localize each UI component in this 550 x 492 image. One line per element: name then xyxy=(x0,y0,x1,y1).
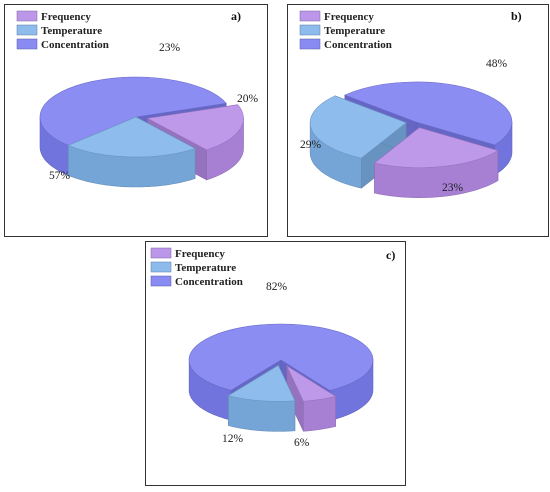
legend-label: Frequency xyxy=(41,11,91,23)
legend-label: Concentration xyxy=(324,39,392,51)
slice-top xyxy=(39,76,227,146)
legend-item-temperature: Temperature xyxy=(16,24,102,37)
panel-label: a) xyxy=(231,9,241,23)
legend-swatch xyxy=(150,261,172,273)
pie-slice-temperature xyxy=(309,95,407,189)
legend-item-frequency: Frequency xyxy=(299,10,374,23)
legend-swatch xyxy=(299,10,321,22)
slice-top xyxy=(146,104,244,151)
data-label-frequency: 6% xyxy=(294,437,310,449)
pie-chart-b: 23% 29% 48% Frequency Temperature Concentrati… xyxy=(299,9,522,198)
slice-top xyxy=(227,364,296,402)
data-label-temperature: 29% xyxy=(300,139,322,151)
pie-slice-temperature xyxy=(227,364,296,432)
data-label-concentration: 57% xyxy=(49,170,71,182)
legend-label: Frequency xyxy=(175,248,225,260)
slice-top xyxy=(188,323,374,391)
legend-swatch xyxy=(150,275,172,287)
pie-slice-temperature xyxy=(67,116,196,188)
slice-top xyxy=(344,81,513,146)
chart-panel-b: 23% 29% 48% Frequency Temperature Concentrati… xyxy=(287,4,549,237)
legend-swatch xyxy=(299,24,321,36)
legend-swatch xyxy=(150,247,172,259)
legend-label: Temperature xyxy=(41,25,102,37)
legend-item-frequency: Frequency xyxy=(16,10,91,23)
legend-item-temperature: Temperature xyxy=(299,24,385,37)
pie-slices xyxy=(39,76,244,188)
data-label-concentration: 48% xyxy=(486,58,508,70)
legend-swatch xyxy=(16,24,38,36)
legend-label: Concentration xyxy=(175,276,243,288)
legend-label: Concentration xyxy=(41,39,109,51)
slice-outer-wall xyxy=(303,395,336,432)
pie-slices xyxy=(188,323,374,432)
legend-swatch xyxy=(16,10,38,22)
legend: Frequency Temperature Concentration xyxy=(299,10,392,51)
panel-label: c) xyxy=(386,248,395,262)
slice-top xyxy=(309,95,407,159)
legend-swatch xyxy=(299,38,321,50)
legend-label: Temperature xyxy=(175,262,236,274)
pie-slice-frequency xyxy=(286,365,337,432)
legend: Frequency Temperature Concentration xyxy=(150,247,243,288)
data-label-frequency: 20% xyxy=(237,93,259,105)
legend-item-concentration: Concentration xyxy=(16,38,109,51)
data-label-temperature: 23% xyxy=(159,42,181,54)
pie-slices xyxy=(309,81,513,198)
data-label-temperature: 12% xyxy=(222,433,244,445)
legend-label: Temperature xyxy=(324,25,385,37)
slice-top xyxy=(373,127,499,168)
pie-chart-c: 6% 12% 82% Frequency Temperature Concentratio… xyxy=(150,247,395,449)
legend-item-temperature: Temperature xyxy=(150,261,236,274)
slice-top xyxy=(67,116,196,158)
legend: Frequency Temperature Concentration xyxy=(16,10,109,51)
panel-label: b) xyxy=(511,9,522,23)
legend-label: Frequency xyxy=(324,11,374,23)
data-label-concentration: 82% xyxy=(266,281,288,293)
legend-item-concentration: Concentration xyxy=(150,275,243,288)
legend-item-frequency: Frequency xyxy=(150,247,225,260)
pie-slice-frequency xyxy=(373,127,499,198)
legend-item-concentration: Concentration xyxy=(299,38,392,51)
slice-top xyxy=(286,365,337,402)
legend-swatch xyxy=(16,38,38,50)
chart-panel-a: 20% 23% 57% Frequency Temperature Concentrati… xyxy=(4,4,268,237)
data-label-frequency: 23% xyxy=(442,182,464,194)
pie-chart-a: 20% 23% 57% Frequency Temperature Concentrati… xyxy=(16,9,259,188)
chart-panel-c: 6% 12% 82% Frequency Temperature Concentratio… xyxy=(145,241,406,486)
